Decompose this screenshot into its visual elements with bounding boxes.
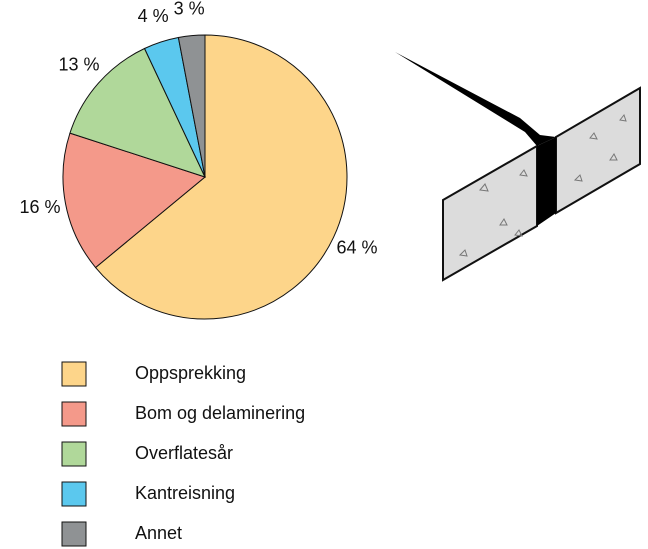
data-label: 16 %	[19, 197, 60, 217]
legend-swatch	[61, 401, 87, 427]
legend-swatch	[61, 481, 87, 507]
legend-swatch	[61, 441, 87, 467]
slab-left	[442, 144, 538, 282]
crack	[395, 52, 556, 146]
pie-slice	[94, 34, 348, 320]
illustration	[395, 52, 641, 282]
pie-slice	[62, 132, 207, 269]
legend-label: Oppsprekking	[135, 363, 246, 383]
legend-label: Kantreisning	[135, 483, 235, 503]
pie-slice	[69, 47, 206, 178]
legend-label: Overflatesår	[135, 443, 233, 463]
legend-label: Bom og delaminering	[135, 403, 305, 423]
slab-right	[555, 86, 641, 215]
pie-slice	[177, 34, 206, 178]
legend-label: Annet	[135, 523, 182, 543]
data-label: 64 %	[336, 237, 377, 257]
data-label: 3 %	[174, 0, 205, 18]
legend-swatch	[61, 361, 87, 387]
gap	[537, 137, 556, 226]
legend-swatch	[61, 521, 87, 547]
data-label: 13 %	[58, 55, 99, 75]
data-label: 4 %	[138, 6, 169, 26]
aggregate	[458, 113, 627, 257]
